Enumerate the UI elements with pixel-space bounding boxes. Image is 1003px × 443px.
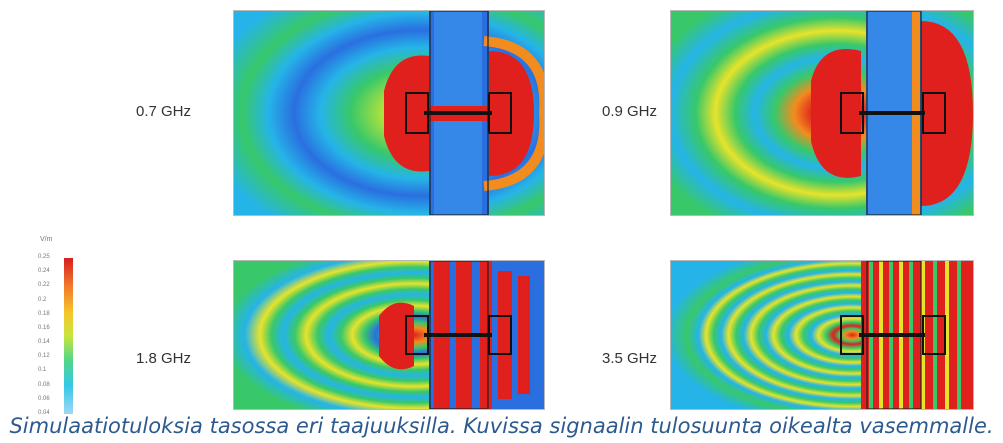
colorbar-tick-label: 0.18 — [38, 310, 50, 317]
colorbar-tick-label: 0.25 — [38, 254, 50, 260]
colorbar-tick-label: 0.04 — [38, 410, 50, 416]
simulation-panel-0-7ghz — [233, 10, 545, 216]
colorbar-tick-label: 0.24 — [38, 268, 50, 275]
frequency-label-1-8: 1.8 GHz — [136, 350, 192, 367]
simulation-panel-0-9ghz — [670, 10, 974, 216]
colorbar-tick-label: 0.2 — [38, 296, 47, 303]
colorbar-tick-label: 0.08 — [38, 381, 50, 388]
simulation-panel-1-8ghz — [233, 260, 545, 410]
colorbar-unit: V/m — [40, 236, 53, 243]
colorbar-tick-label: 0.1 — [38, 367, 47, 374]
colorbar — [64, 258, 73, 414]
frequency-label-0-9: 0.9 GHz — [602, 103, 658, 120]
simulation-panel-3-5ghz — [670, 260, 974, 410]
colorbar-tick-label: 0.22 — [38, 282, 50, 289]
figure-caption: Simulaatiotuloksia tasossa eri taajuuksi… — [9, 414, 994, 438]
colorbar-tick-label: 0.06 — [38, 395, 50, 402]
colorbar-tick-label: 0.16 — [38, 324, 50, 331]
frequency-label-3-5: 3.5 GHz — [602, 350, 658, 367]
colorbar-tick-label: 0.12 — [38, 353, 50, 360]
frequency-label-0-7: 0.7 GHz — [136, 103, 192, 120]
colorbar-tick-label: 0.14 — [38, 339, 50, 346]
